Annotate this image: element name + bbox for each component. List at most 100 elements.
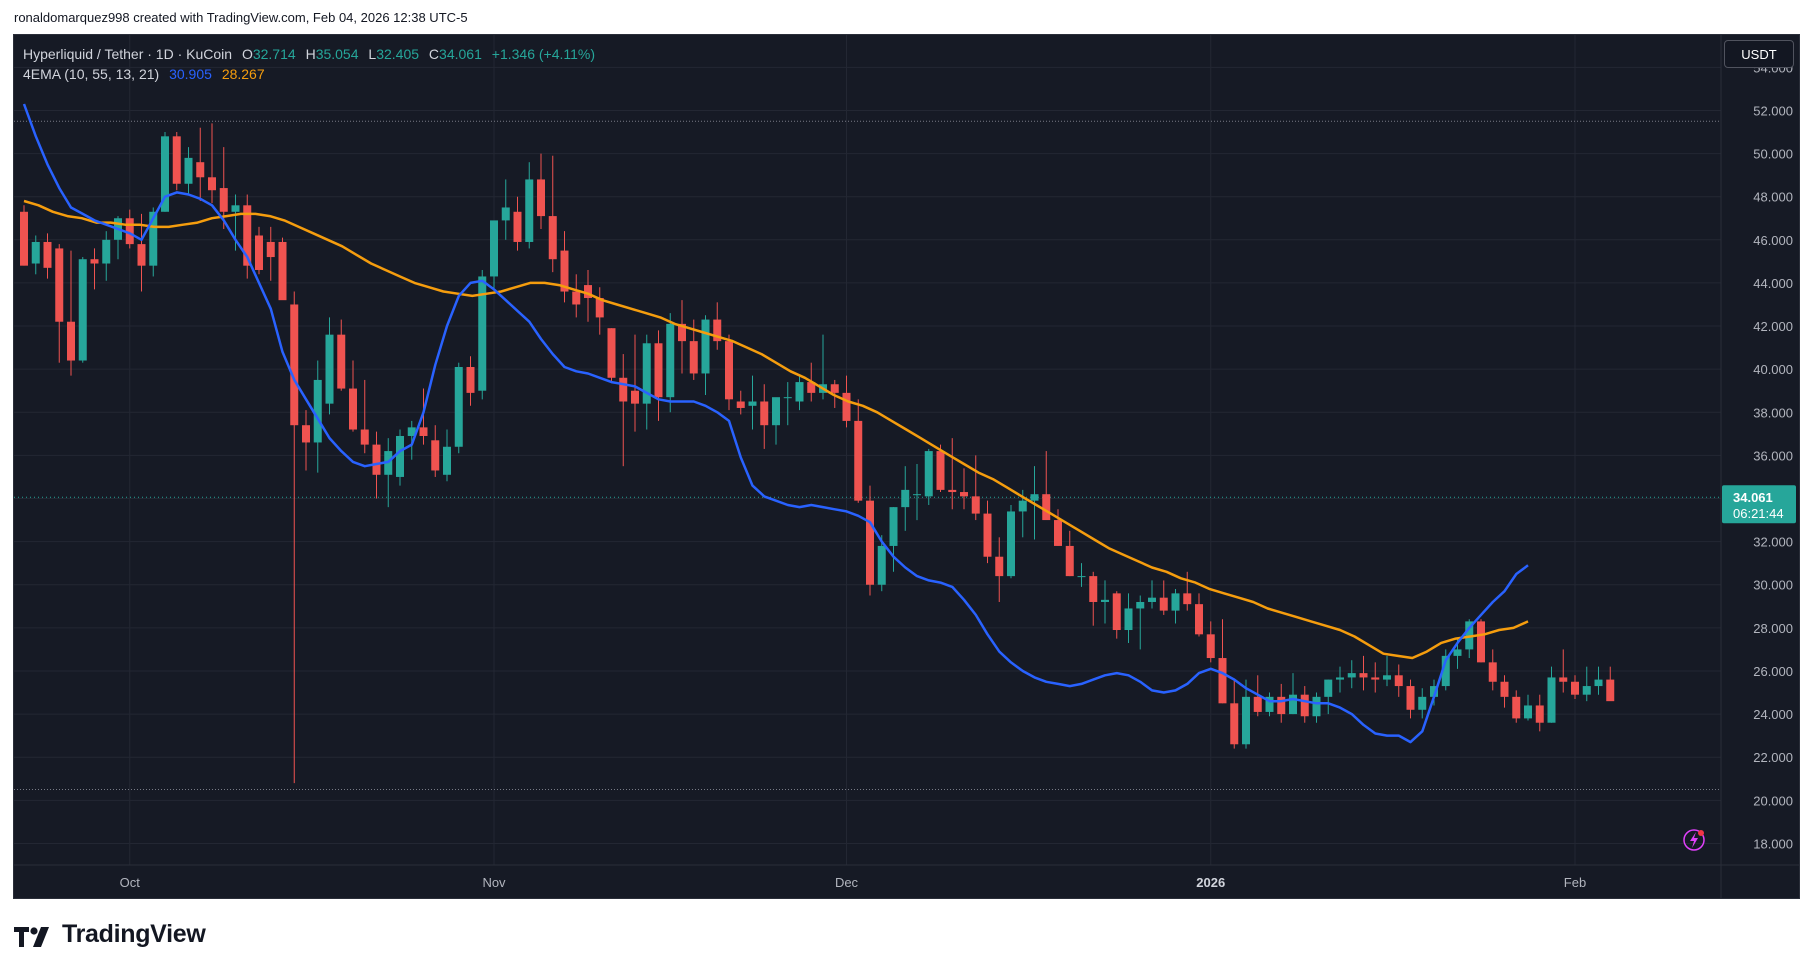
candle (1206, 621, 1215, 663)
candle-body (1242, 696, 1250, 745)
candle-body (1453, 649, 1462, 656)
legend-indicator[interactable]: 4EMA (10, 55, 13, 21) (23, 66, 160, 82)
candle-body (689, 341, 698, 374)
candle-body (678, 323, 686, 342)
candle (1324, 679, 1333, 715)
candle-body (372, 444, 381, 475)
candle-body (513, 211, 522, 242)
time-tick-label: Nov (482, 875, 506, 890)
candle (877, 535, 886, 592)
time-axis: Oct Nov Dec 2026 Feb (14, 829, 1799, 890)
candle (1312, 692, 1321, 723)
candle-body (725, 341, 733, 400)
reference-lines (14, 120, 1721, 791)
candle-body (349, 388, 357, 430)
candle-body (1312, 696, 1321, 717)
candle-body (971, 496, 980, 514)
candle (501, 179, 510, 240)
candle (1007, 504, 1015, 579)
candle (302, 410, 310, 471)
candle-body (443, 446, 451, 475)
candle (948, 438, 957, 510)
candle (1065, 530, 1074, 577)
candle-body (137, 244, 146, 266)
candle-body (1582, 686, 1591, 695)
price-axis: 18.000 20.000 22.000 24.000 26.000 28.000 30.0… (1720, 35, 1796, 898)
candle-body (1065, 545, 1074, 577)
candle-body (913, 494, 921, 496)
legend-close: 34.061 (439, 46, 482, 62)
candle-body (1018, 500, 1027, 512)
candle-body (419, 427, 428, 436)
candle (266, 226, 275, 281)
candle-body (396, 435, 404, 477)
candle-body (102, 239, 111, 264)
candle (1054, 509, 1062, 546)
candle (1183, 571, 1192, 611)
last-price-tag-bg (1722, 485, 1796, 524)
candle-body (501, 207, 510, 221)
legend-open: 32.714 (252, 46, 296, 62)
candlestick-chart[interactable]: 18.000 20.000 22.000 24.000 26.000 28.000 30.0… (14, 35, 1799, 898)
candle-body (1547, 677, 1556, 723)
candle-body (1371, 677, 1380, 680)
candle (349, 360, 357, 432)
candle-body (184, 157, 193, 184)
candle (125, 209, 134, 249)
candle-body (43, 241, 52, 268)
candle-body (548, 216, 557, 260)
candle-body (995, 556, 1004, 577)
candle (1242, 679, 1250, 749)
candle-body (78, 259, 87, 361)
candle-body (55, 248, 64, 322)
candle (1524, 694, 1532, 721)
tradingview-logo[interactable]: TradingView (14, 920, 206, 949)
grid (14, 35, 1721, 865)
price-tick-label: 24.000 (1753, 707, 1793, 722)
candle-body (1347, 673, 1356, 678)
candle-body (607, 328, 616, 378)
candle-body (1477, 621, 1485, 663)
candle-body (1594, 679, 1603, 687)
candle-body (877, 545, 886, 585)
candle-body (537, 179, 545, 217)
candle (572, 274, 581, 318)
candle (866, 485, 874, 596)
candle (1430, 679, 1438, 706)
candle (478, 269, 487, 400)
candle (1535, 694, 1544, 732)
candle-body (1206, 634, 1215, 659)
candle-body (243, 205, 252, 266)
candle (537, 153, 545, 230)
candle (419, 388, 428, 445)
candle-body (619, 377, 628, 402)
candle-body (360, 429, 369, 445)
price-tick-label: 30.000 (1753, 578, 1793, 593)
candle-body (1359, 673, 1368, 678)
candle-body (1124, 608, 1133, 631)
attribution-text: ronaldomarquez998 created with TradingVi… (14, 10, 468, 25)
candle (1418, 688, 1427, 719)
candle-body (924, 451, 933, 497)
candle-body (1406, 686, 1415, 710)
candle-body (431, 440, 440, 471)
candle (490, 220, 498, 290)
price-tick-label: 46.000 (1753, 233, 1793, 248)
legend-high: 35.054 (315, 46, 359, 62)
price-tick-label: 18.000 (1753, 836, 1793, 851)
candle-body (1054, 520, 1062, 546)
currency-button[interactable]: USDT (1724, 40, 1794, 68)
candle (1289, 673, 1297, 715)
candle (960, 468, 968, 510)
candle-body (337, 334, 346, 389)
flash-icon[interactable] (1683, 829, 1705, 851)
candle (137, 213, 146, 292)
candle-body (478, 276, 487, 391)
candle (854, 399, 863, 503)
candle (1477, 619, 1485, 663)
candle (1582, 666, 1591, 702)
candle (1359, 655, 1368, 691)
candle-body (889, 507, 898, 546)
candle-body (1218, 658, 1227, 704)
candle (901, 466, 910, 531)
